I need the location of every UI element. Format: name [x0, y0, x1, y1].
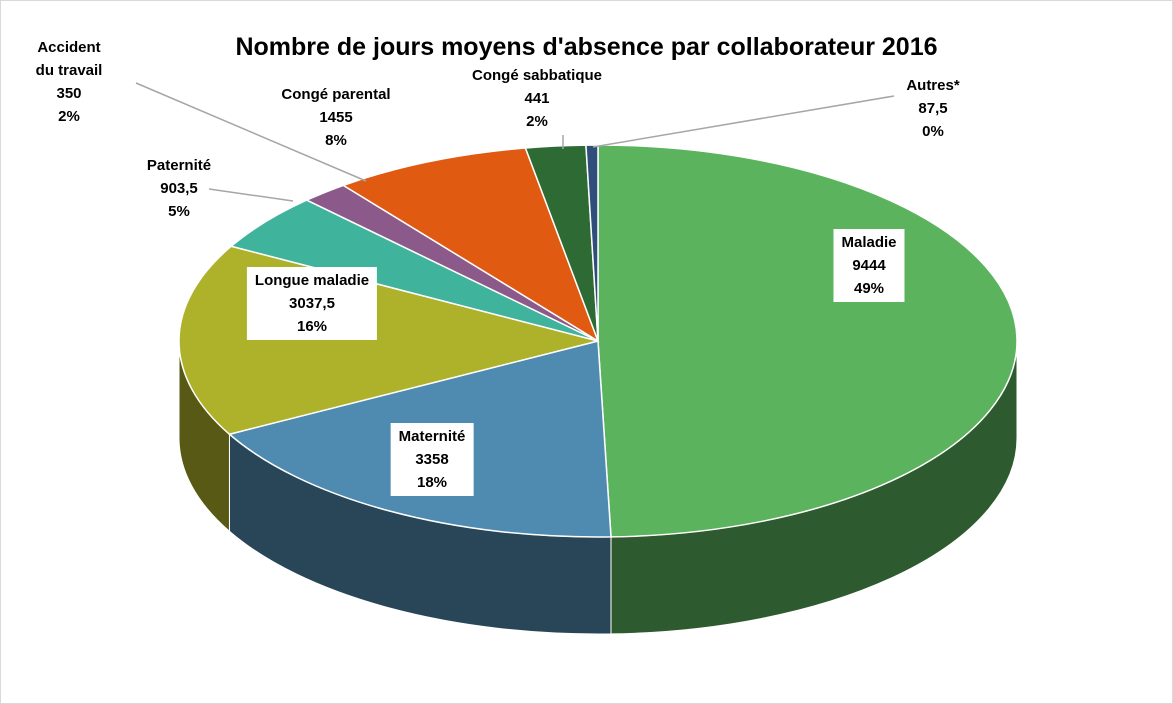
- leader-line: [135, 82, 367, 182]
- label-category: Accident du travail: [35, 39, 103, 79]
- label-category: Congé sabbatique: [471, 67, 603, 84]
- label-value: 1455: [319, 109, 353, 126]
- leader-line: [208, 188, 294, 202]
- label-value: 9444: [852, 257, 886, 274]
- chart-title: Nombre de jours moyens d'absence par col…: [235, 33, 938, 61]
- slice: [341, 147, 600, 343]
- data-label: Maternité 3358 18%: [390, 423, 474, 496]
- label-value: 903,5: [160, 180, 198, 197]
- label-category: Paternité: [146, 157, 212, 174]
- data-label: Congé sabbatique 441 2%: [472, 64, 602, 133]
- label-value: 441: [524, 90, 550, 107]
- data-label: Autres* 87,5 0%: [906, 74, 959, 143]
- label-category: Congé parental: [281, 86, 391, 103]
- leader-line: [592, 95, 895, 148]
- label-value: 350: [56, 85, 82, 102]
- data-label: Accident du travail 350 2%: [29, 36, 109, 128]
- label-percent: 8%: [325, 132, 347, 149]
- label-category: Autres*: [906, 77, 960, 94]
- label-percent: 2%: [58, 108, 80, 125]
- data-label: Maladie 9444 49%: [833, 229, 905, 302]
- label-category: Maternité: [398, 428, 466, 445]
- label-percent: 5%: [168, 203, 190, 220]
- data-label: Congé parental 1455 8%: [281, 83, 390, 152]
- label-percent: 18%: [416, 474, 448, 491]
- slice: [597, 144, 1018, 538]
- label-percent: 49%: [853, 280, 885, 297]
- label-category: Longue maladie: [254, 272, 370, 289]
- label-value: 3037,5: [289, 295, 335, 312]
- data-label: Longue maladie 3037,5 16%: [246, 267, 378, 340]
- label-percent: 2%: [526, 113, 548, 130]
- label-percent: 16%: [296, 318, 328, 335]
- data-label: Paternité 903,5 5%: [147, 154, 211, 223]
- label-category: Maladie: [841, 234, 897, 251]
- label-value: 87,5: [918, 100, 948, 117]
- slice: [585, 144, 599, 342]
- label-value: 3358: [415, 451, 449, 468]
- label-percent: 0%: [922, 123, 944, 140]
